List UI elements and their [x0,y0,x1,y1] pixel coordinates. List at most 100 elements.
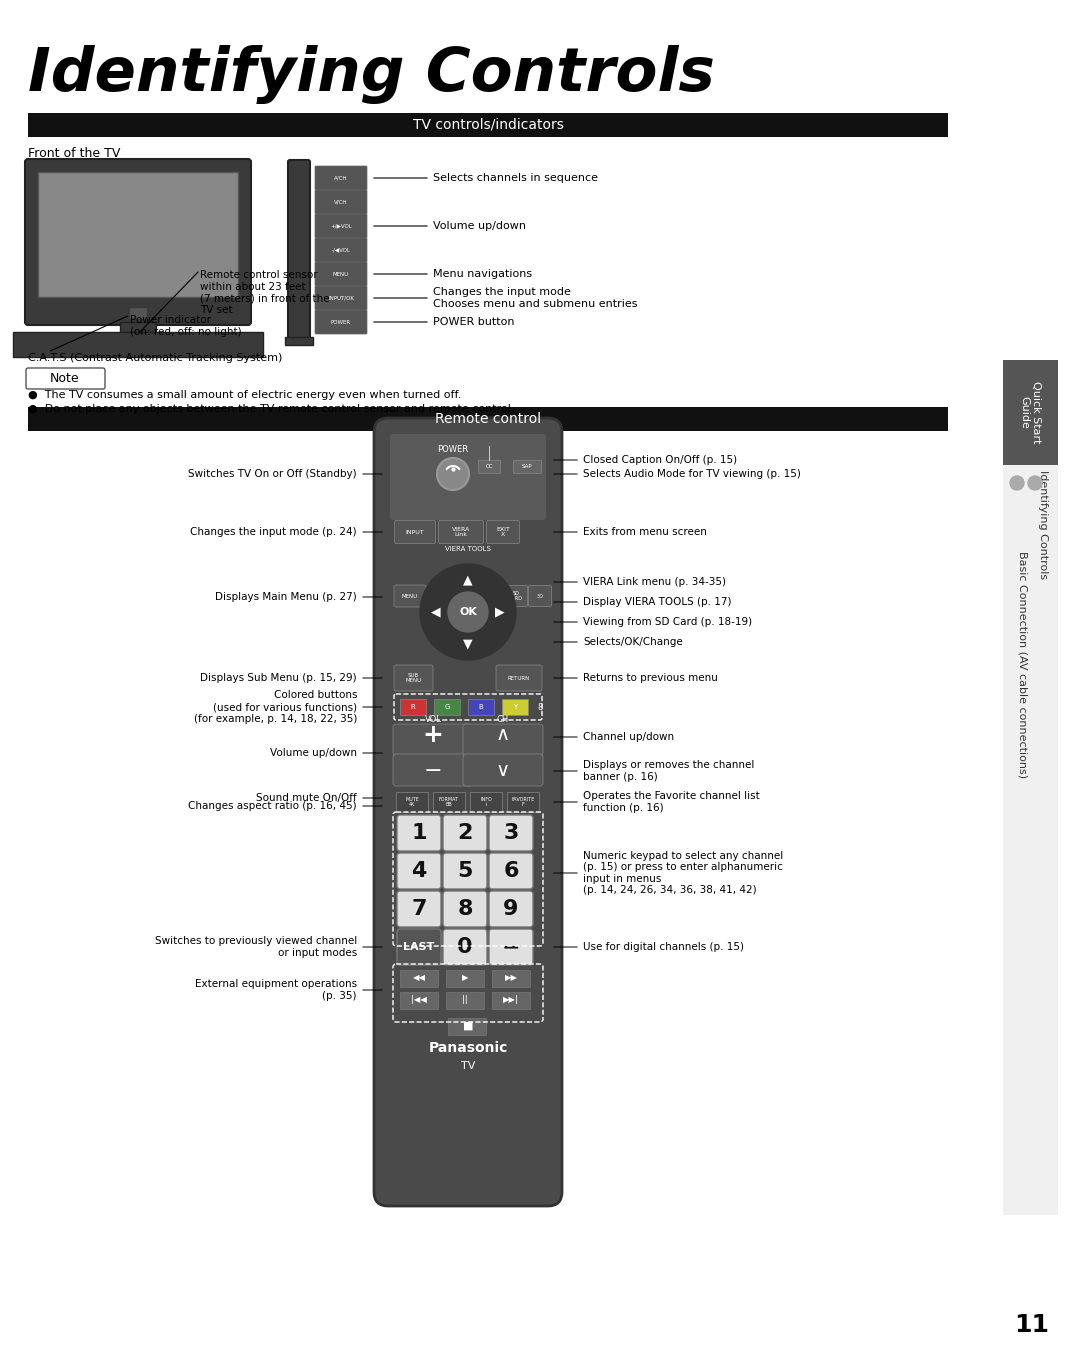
Bar [502,700,528,714]
Text: ▶▶|: ▶▶| [503,996,518,1004]
Text: Identifying Controls: Identifying Controls [28,46,715,104]
Text: Selects channels in sequence: Selects channels in sequence [433,173,598,183]
Text: B: B [478,704,484,710]
Bar [446,992,484,1009]
Text: -/◀VOL: -/◀VOL [332,248,351,253]
Bar [285,337,313,345]
Text: VIERA TOOLS: VIERA TOOLS [445,547,491,552]
Text: ●  Do not place any objects between the TV remote control sensor and remote cont: ● Do not place any objects between the T… [28,405,514,414]
Bar [448,1017,486,1035]
Bar [120,322,156,331]
Text: Returns to previous menu: Returns to previous menu [583,672,718,683]
Circle shape [448,593,488,632]
Text: CH: CH [497,714,509,724]
Text: FAVORITE
F: FAVORITE F [511,797,535,808]
Circle shape [420,564,516,660]
Text: POWER button: POWER button [433,317,514,327]
FancyBboxPatch shape [315,166,367,189]
Text: Exits from menu screen: Exits from menu screen [583,528,707,537]
Text: ◀: ◀ [431,606,441,618]
Text: SAP: SAP [522,464,532,469]
Text: ||: || [462,996,468,1004]
FancyBboxPatch shape [463,754,543,786]
Text: Channel up/down: Channel up/down [583,732,674,741]
Text: Numeric keypad to select any channel
(p. 15) or press to enter alphanumeric
inpu: Numeric keypad to select any channel (p.… [583,851,783,896]
Text: Operates the Favorite channel list
function (p. 16): Operates the Favorite channel list funct… [583,792,759,813]
FancyBboxPatch shape [374,418,562,1206]
FancyBboxPatch shape [315,238,367,262]
Text: FORMAT
BB: FORMAT BB [438,797,459,808]
FancyBboxPatch shape [397,815,441,851]
Text: V/CH: V/CH [334,199,348,204]
Text: R: R [410,704,416,710]
Text: ◀◀: ◀◀ [413,974,426,982]
Text: ●  The TV consumes a small amount of electric energy even when turned off.: ● The TV consumes a small amount of elec… [28,390,461,400]
Text: 5: 5 [457,861,473,881]
Text: Note: Note [50,372,80,384]
FancyBboxPatch shape [397,852,441,889]
Text: ∧: ∧ [496,725,510,744]
Text: +/▶VOL: +/▶VOL [330,223,352,229]
Text: LAST: LAST [403,942,434,953]
FancyBboxPatch shape [489,852,534,889]
Text: Y: Y [513,704,517,710]
Text: ▼: ▼ [463,637,473,651]
Text: Display VIERA TOOLS (p. 17): Display VIERA TOOLS (p. 17) [583,597,731,607]
Bar [1003,465,1058,1215]
Text: Remote control: Remote control [435,413,541,426]
Bar [468,700,494,714]
Text: 0: 0 [457,938,473,957]
Text: TV: TV [461,1061,475,1072]
Text: Panasonic: Panasonic [429,1040,508,1055]
Text: INFO
i: INFO i [481,797,491,808]
Text: ▶: ▶ [496,606,504,618]
Text: 9: 9 [503,898,518,919]
Text: Switches TV On or Off (Standby): Switches TV On or Off (Standby) [188,469,357,479]
Bar [38,172,238,298]
Text: Identifying Controls: Identifying Controls [1038,471,1048,579]
Text: −: − [423,760,443,781]
FancyBboxPatch shape [394,521,435,544]
Bar [513,460,541,474]
Text: VOL: VOL [424,714,442,724]
Bar [396,792,428,812]
FancyBboxPatch shape [496,666,542,691]
FancyBboxPatch shape [315,262,367,285]
Bar [507,792,539,812]
FancyBboxPatch shape [315,310,367,334]
Text: Basic Connection (AV cable connections): Basic Connection (AV cable connections) [1018,552,1028,778]
FancyBboxPatch shape [397,930,441,965]
Bar [478,460,500,474]
Text: INPUT/OK: INPUT/OK [328,295,354,300]
FancyBboxPatch shape [26,368,105,390]
Text: G: G [444,704,449,710]
FancyBboxPatch shape [393,724,473,756]
FancyBboxPatch shape [489,815,534,851]
Text: Displays Sub Menu (p. 15, 29): Displays Sub Menu (p. 15, 29) [201,672,357,683]
FancyBboxPatch shape [393,754,473,786]
Text: 4: 4 [411,861,427,881]
Text: Quick Start
Guide: Quick Start Guide [1020,382,1041,444]
Text: 8: 8 [538,702,542,712]
Text: Volume up/down: Volume up/down [433,221,526,231]
Text: MENU: MENU [402,594,418,598]
Text: Closed Caption On/Off (p. 15): Closed Caption On/Off (p. 15) [583,455,738,465]
Text: OK: OK [459,607,477,617]
Text: 6: 6 [503,861,518,881]
Bar [130,308,146,318]
Text: SD
CARD: SD CARD [509,591,523,601]
FancyBboxPatch shape [489,930,534,965]
Text: POWER: POWER [437,445,469,455]
Bar [400,700,426,714]
FancyBboxPatch shape [315,214,367,238]
FancyBboxPatch shape [390,434,546,520]
Text: External equipment operations
(p. 35): External equipment operations (p. 35) [194,980,357,1001]
Text: POWER: POWER [330,319,351,325]
Bar [433,792,465,812]
Text: EXIT
X: EXIT X [496,526,510,537]
Text: Displays Main Menu (p. 27): Displays Main Menu (p. 27) [215,593,357,602]
Text: 3: 3 [503,823,518,843]
Text: A/CH: A/CH [334,176,348,180]
FancyBboxPatch shape [315,189,367,214]
Text: TV controls/indicators: TV controls/indicators [413,118,564,133]
